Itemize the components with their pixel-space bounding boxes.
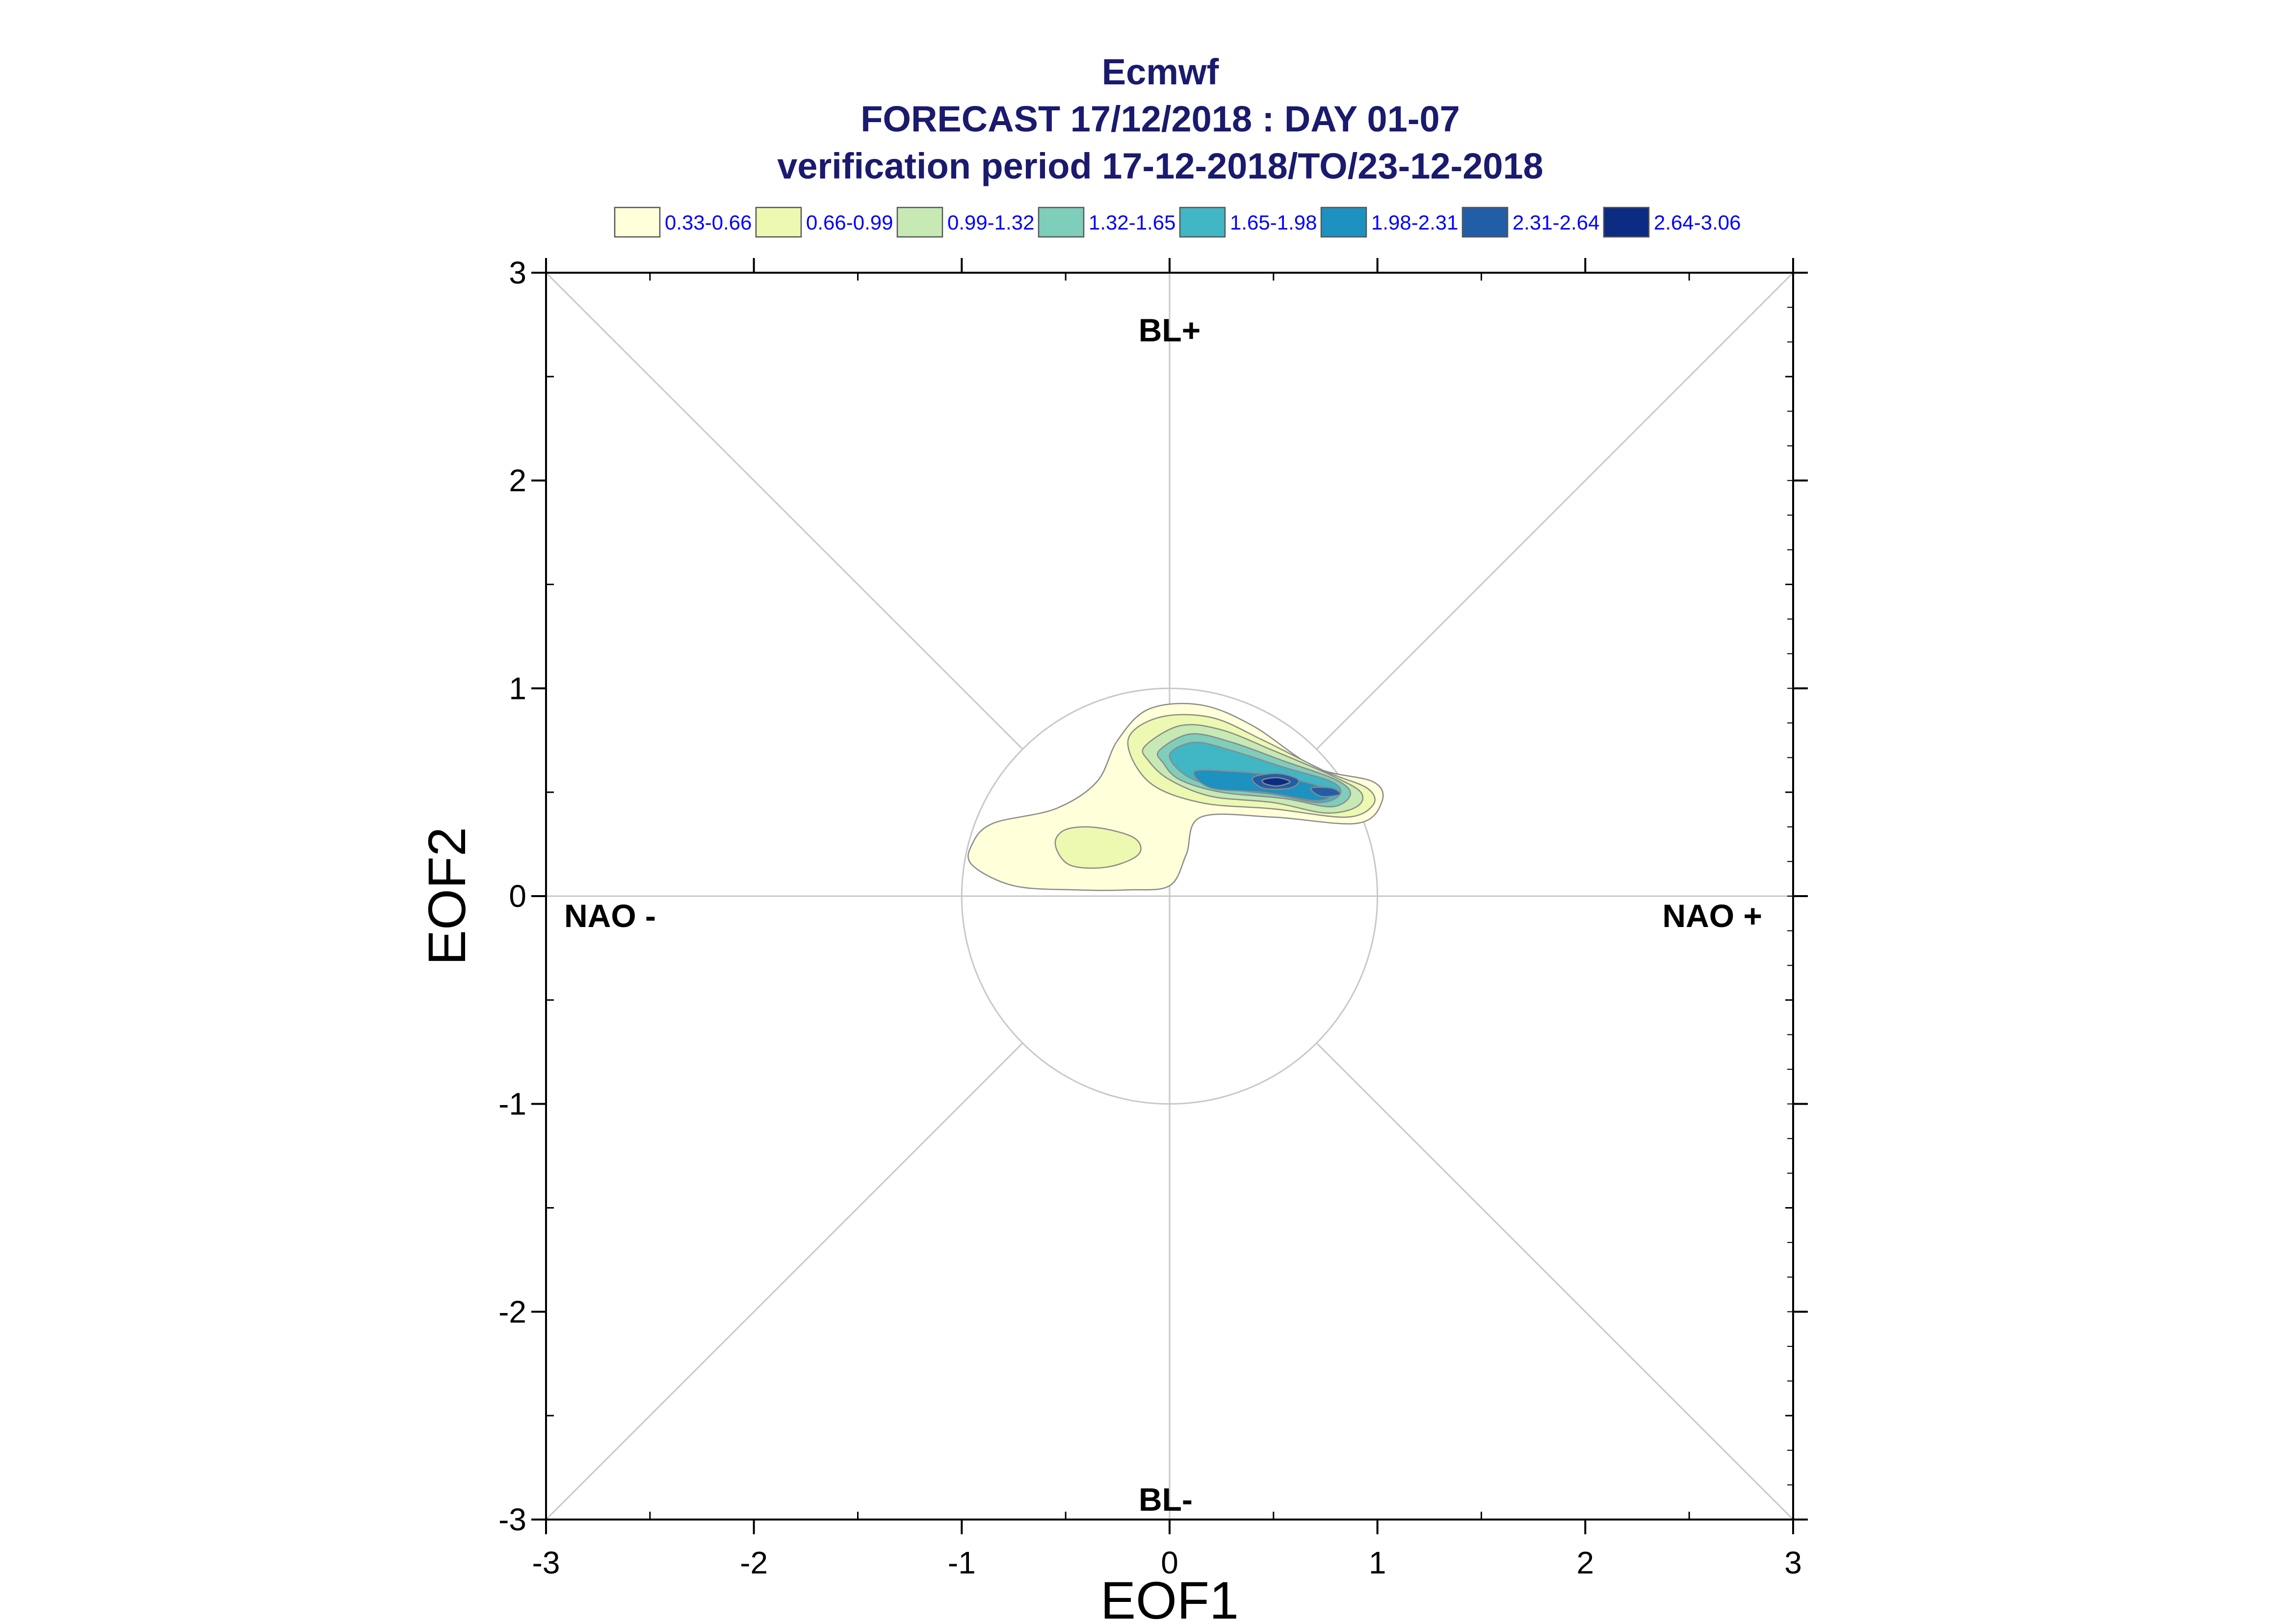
reference-lines [545, 272, 1794, 1521]
y-tick-label: 3 [509, 255, 526, 290]
legend-label-3: 0.99-1.32 [947, 211, 1034, 234]
chart-title-line2: FORECAST 17/12/2018 : DAY 01-07 [861, 99, 1460, 139]
legend-swatch-1 [614, 206, 661, 238]
y-tick-label: 1 [509, 670, 526, 706]
axis-ticks [531, 258, 1808, 1534]
diagonal-line-3 [545, 1042, 1023, 1521]
x-axis-title: EOF1 [1100, 1571, 1239, 1624]
y-tick-label: -2 [498, 1294, 526, 1329]
y-tick-label: 2 [509, 463, 526, 498]
legend: 0.33-0.66 0.66-0.99 0.99-1.32 1.32-1.65 1.65… [614, 206, 1741, 238]
legend-label-7: 2.31-2.64 [1513, 211, 1599, 234]
regime-label-top: BL+ [1139, 312, 1201, 348]
plot-area: -3 -2 -1 0 1 2 3 -3 -2 -1 0 1 2 3 [498, 255, 1808, 1580]
legend-swatch-3 [896, 206, 943, 238]
legend-label-2: 0.66-0.99 [806, 211, 893, 234]
chart-title-line1: Ecmwf [1102, 52, 1219, 92]
y-tick-label: -3 [498, 1502, 526, 1537]
legend-swatch-2 [755, 206, 802, 238]
legend-swatch-6 [1320, 206, 1367, 238]
legend-swatch-8 [1603, 206, 1650, 238]
y-axis-title: EOF2 [417, 827, 476, 965]
density-contour-level-1-2 [1054, 826, 1142, 869]
chart-title-line3: verification period 17-12-2018/TO/23-12-… [777, 146, 1543, 186]
y-tick-label: -1 [498, 1086, 526, 1122]
density-contour-level-6-8 [1310, 786, 1341, 798]
diagonal-line-1 [1316, 272, 1794, 750]
legend-label-6: 1.98-2.31 [1371, 211, 1458, 234]
x-tick-label: 0 [1161, 1545, 1178, 1580]
x-tick-label: 3 [1784, 1545, 1802, 1580]
diagonal-line-2 [545, 272, 1023, 750]
x-tick-label: 1 [1369, 1545, 1386, 1580]
regime-label-left: NAO - [564, 898, 656, 934]
unit-circle [961, 687, 1379, 1105]
legend-swatch-5 [1179, 206, 1226, 238]
legend-label-1: 0.33-0.66 [665, 211, 752, 234]
legend-label-8: 2.64-3.06 [1654, 211, 1741, 234]
legend-swatch-4 [1038, 206, 1085, 238]
diagonal-line-4 [1316, 1042, 1794, 1521]
legend-label-5: 1.65-1.98 [1230, 211, 1317, 234]
y-tick-label: 0 [509, 878, 526, 914]
x-tick-label: -3 [532, 1545, 560, 1580]
density-contour-level-7-9 [1261, 777, 1291, 787]
tick-labels: -3 -2 -1 0 1 2 3 -3 -2 -1 0 1 2 3 [498, 255, 1802, 1580]
x-tick-label: 2 [1577, 1545, 1594, 1580]
legend-label-4: 1.32-1.65 [1089, 211, 1175, 234]
regime-label-right: NAO + [1662, 898, 1762, 934]
x-tick-label: -1 [948, 1545, 976, 1580]
density-contours [967, 703, 1384, 891]
legend-swatch-7 [1461, 206, 1509, 238]
x-tick-label: -2 [740, 1545, 768, 1580]
regime-label-bottom: BL- [1139, 1481, 1193, 1518]
